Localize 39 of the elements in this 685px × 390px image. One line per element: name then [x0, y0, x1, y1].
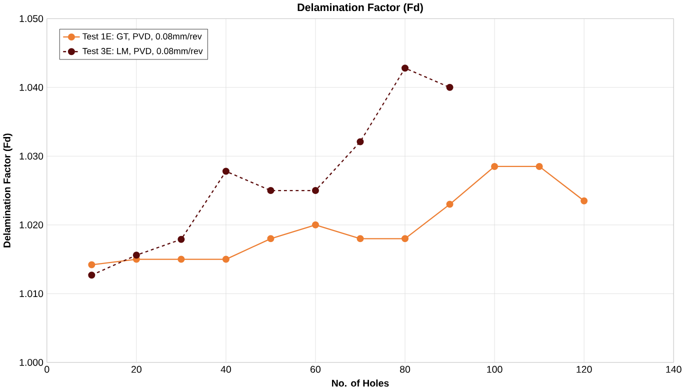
point	[312, 187, 319, 194]
x-tick-label: 0	[44, 366, 50, 373]
point	[446, 200, 454, 208]
legend-label: Test 1E: GT, PVD, 0.08mm/rev	[82, 33, 202, 41]
x-tick-label: 120	[576, 366, 592, 373]
x-tick-label: 140	[666, 366, 682, 373]
point	[402, 64, 409, 72]
point	[356, 235, 364, 242]
point	[356, 138, 364, 146]
point	[88, 272, 96, 279]
x-tick-label: 100	[487, 366, 502, 373]
point	[267, 187, 274, 194]
point	[222, 168, 230, 175]
point	[580, 197, 588, 204]
point	[178, 256, 185, 263]
x-tick-label: 40	[220, 366, 231, 373]
point	[446, 84, 454, 91]
y-tick-label: 1.020	[20, 222, 44, 228]
point	[267, 235, 274, 242]
y-tick-label: 1.050	[20, 15, 44, 22]
y-tick-label: 1.000	[20, 359, 44, 366]
x-tick-label: 60	[310, 366, 321, 373]
point	[222, 256, 230, 263]
point	[402, 235, 409, 242]
y-axis-title: Delamination Factor (Fd)	[3, 134, 12, 248]
point	[88, 261, 96, 268]
y-tick-label: 1.010	[20, 290, 44, 298]
x-tick-label: 20	[131, 366, 142, 373]
point	[132, 252, 140, 259]
point	[536, 163, 543, 170]
point	[312, 221, 319, 228]
point	[491, 163, 498, 170]
x-axis-title: No. of Holes	[332, 380, 389, 387]
chart-title: Delamination Factor (Fd)	[298, 3, 423, 14]
legend-label: Test 3E: LM, PVD, 0.08mm/rev	[82, 48, 203, 56]
point	[178, 236, 185, 243]
y-tick-label: 1.040	[20, 84, 44, 91]
y-tick-label: 1.030	[20, 152, 44, 160]
x-tick-label: 80	[400, 366, 410, 373]
